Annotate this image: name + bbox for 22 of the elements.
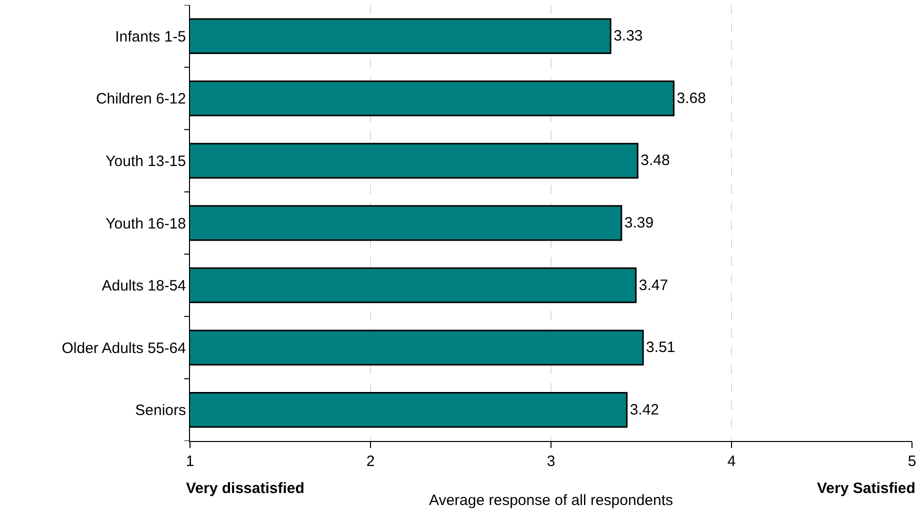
x-tick-label: 3 xyxy=(546,453,556,470)
data-label: 3.47 xyxy=(638,276,668,294)
y-tick-label: Children 6-12 xyxy=(96,90,186,108)
y-tick-label: Youth 16-18 xyxy=(106,215,186,232)
y-tick-label: Older Adults 55-64 xyxy=(62,340,186,357)
x-tick-label: 5 xyxy=(908,453,916,470)
text: Very dissatisfied xyxy=(186,480,304,497)
y-tick-label: Youth 13-15 xyxy=(106,152,186,170)
data-label: 3.39 xyxy=(624,214,654,232)
x-tick-label: 1 xyxy=(186,453,194,470)
data-label: 3.51 xyxy=(646,339,676,356)
x-axis-title: Average response of all respondents xyxy=(428,492,674,509)
y-tick-label: Seniors xyxy=(135,402,186,420)
text: Very Satisfied xyxy=(817,480,916,497)
x-tick-label: 4 xyxy=(727,453,736,470)
x-tick-label: 2 xyxy=(366,453,375,470)
data-label: 3.33 xyxy=(614,28,643,45)
y-tick-label: Adults 18-54 xyxy=(102,278,186,295)
y-tick-label: Infants 1-5 xyxy=(115,28,186,46)
data-label: 3.42 xyxy=(630,401,660,418)
data-label: 3.68 xyxy=(676,90,706,107)
data-label: 3.48 xyxy=(640,152,670,170)
